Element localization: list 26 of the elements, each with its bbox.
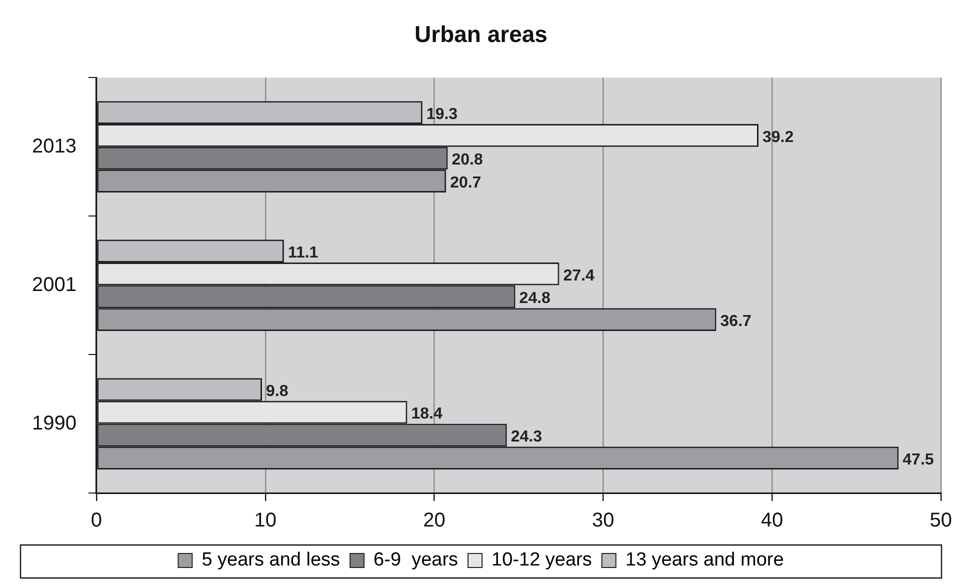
data-label: 24.8 bbox=[519, 290, 551, 308]
data-label: 20.7 bbox=[450, 174, 482, 192]
legend-label: 6-9 years bbox=[374, 550, 458, 571]
x-tick-label: 0 bbox=[90, 510, 102, 532]
x-tick-label: 20 bbox=[423, 510, 446, 532]
data-label: 11.1 bbox=[288, 244, 318, 262]
data-label: 18.4 bbox=[411, 406, 442, 423]
chart-title: Urban areas bbox=[414, 21, 548, 48]
x-tick-label: 40 bbox=[760, 510, 784, 532]
data-label: 36.7 bbox=[720, 312, 752, 330]
data-label: 47.5 bbox=[902, 451, 934, 468]
legend-label: 5 years and less bbox=[202, 550, 340, 571]
y-tick-label: 2013 bbox=[32, 135, 76, 158]
x-tick-label: 10 bbox=[254, 510, 276, 532]
x-tick-label: 50 bbox=[930, 510, 952, 532]
x-tick-label: 30 bbox=[592, 510, 614, 532]
y-tick-label: 2001 bbox=[32, 274, 76, 296]
y-tick-label: 1990 bbox=[32, 412, 76, 434]
data-label: 19.3 bbox=[426, 106, 458, 123]
data-label: 27.4 bbox=[563, 267, 594, 284]
data-label: 39.2 bbox=[762, 128, 794, 146]
data-label: 9.8 bbox=[266, 382, 288, 400]
data-label: 20.8 bbox=[452, 152, 483, 169]
legend-label: 13 years and more bbox=[625, 550, 784, 571]
data-label: 24.3 bbox=[510, 428, 542, 446]
legend-label: 10-12 years bbox=[492, 550, 592, 571]
